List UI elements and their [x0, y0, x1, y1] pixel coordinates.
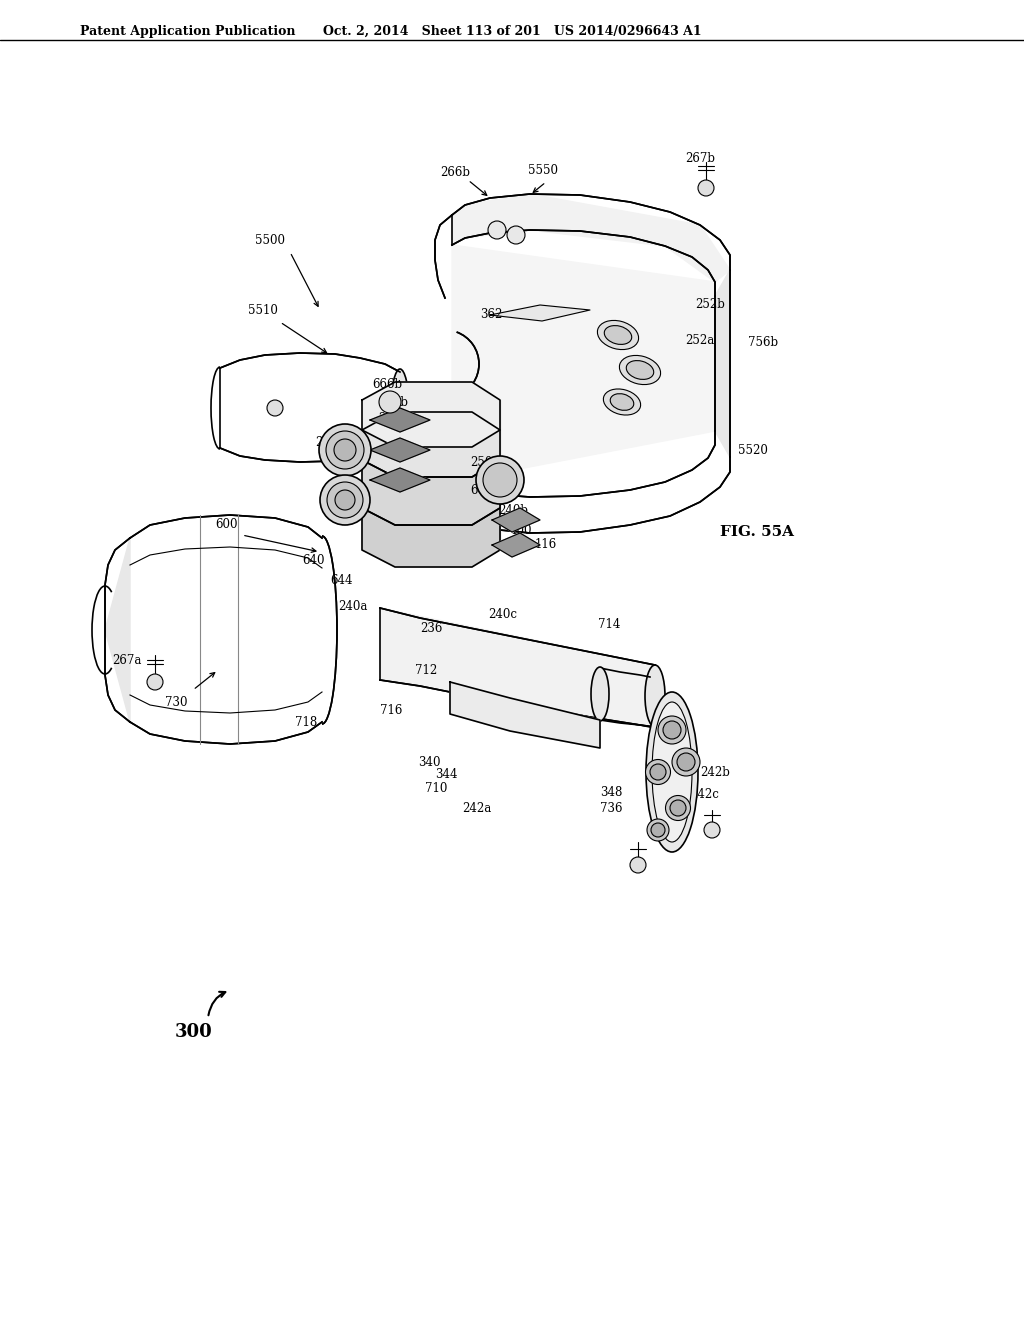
Text: Oct. 2, 2014   Sheet 113 of 201   US 2014/0296643 A1: Oct. 2, 2014 Sheet 113 of 201 US 2014/02… [323, 25, 701, 38]
Ellipse shape [698, 180, 714, 195]
Text: 300: 300 [175, 1023, 213, 1041]
Ellipse shape [267, 400, 283, 416]
Text: 730: 730 [165, 696, 187, 709]
Text: 5510: 5510 [248, 304, 278, 317]
Ellipse shape [663, 721, 681, 739]
Ellipse shape [483, 463, 517, 498]
Text: 256b: 256b [378, 412, 408, 425]
Text: 5520: 5520 [738, 444, 768, 457]
Ellipse shape [335, 490, 355, 510]
Ellipse shape [319, 475, 370, 525]
Ellipse shape [627, 360, 653, 379]
Ellipse shape [672, 748, 700, 776]
Text: 242c: 242c [690, 788, 719, 801]
Text: 712: 712 [415, 664, 437, 676]
Ellipse shape [610, 393, 634, 411]
Ellipse shape [652, 702, 692, 842]
Text: 736: 736 [600, 801, 623, 814]
Text: 346: 346 [658, 779, 681, 792]
Ellipse shape [670, 800, 686, 816]
Polygon shape [362, 459, 500, 525]
Polygon shape [452, 194, 730, 282]
Polygon shape [370, 438, 430, 462]
Text: 666b: 666b [372, 379, 402, 392]
Ellipse shape [334, 440, 356, 461]
Text: 756b: 756b [748, 335, 778, 348]
Ellipse shape [379, 391, 401, 413]
Ellipse shape [604, 326, 632, 345]
Polygon shape [362, 412, 500, 477]
Polygon shape [450, 682, 600, 748]
Polygon shape [452, 246, 715, 482]
Ellipse shape [647, 818, 669, 841]
Ellipse shape [603, 389, 641, 414]
Text: 362: 362 [480, 309, 503, 322]
Ellipse shape [591, 667, 609, 721]
Ellipse shape [620, 355, 660, 384]
Polygon shape [715, 271, 730, 457]
Text: 640: 640 [302, 553, 325, 566]
Text: 240b: 240b [498, 503, 528, 516]
Text: 348: 348 [600, 785, 623, 799]
Text: FIG. 55A: FIG. 55A [720, 525, 794, 539]
Text: 664: 664 [470, 483, 493, 496]
Text: 242a: 242a [462, 801, 492, 814]
Ellipse shape [651, 822, 665, 837]
Ellipse shape [645, 759, 671, 784]
Text: 252b: 252b [695, 298, 725, 312]
Ellipse shape [650, 764, 666, 780]
Polygon shape [362, 381, 500, 447]
Ellipse shape [507, 226, 525, 244]
Text: 600: 600 [215, 519, 238, 532]
Polygon shape [492, 533, 540, 557]
Polygon shape [370, 469, 430, 492]
Text: 116: 116 [535, 539, 557, 552]
Ellipse shape [705, 822, 720, 838]
Ellipse shape [645, 665, 665, 727]
Text: Patent Application Publication: Patent Application Publication [80, 25, 296, 38]
Text: 267b: 267b [685, 152, 715, 165]
Text: 5500: 5500 [255, 234, 285, 247]
Ellipse shape [630, 857, 646, 873]
Text: 252a: 252a [685, 334, 715, 346]
Text: 267a: 267a [112, 653, 141, 667]
Text: 714: 714 [598, 619, 621, 631]
Text: 236: 236 [420, 622, 442, 635]
Polygon shape [380, 609, 655, 727]
Ellipse shape [658, 715, 686, 744]
Ellipse shape [677, 752, 695, 771]
Ellipse shape [391, 370, 409, 447]
Text: 710: 710 [425, 781, 447, 795]
Text: 250a: 250a [470, 455, 500, 469]
Text: 266b: 266b [440, 165, 470, 178]
Text: 340: 340 [418, 755, 440, 768]
Polygon shape [490, 305, 590, 321]
Ellipse shape [476, 455, 524, 504]
Text: 400: 400 [510, 524, 532, 536]
Ellipse shape [319, 424, 371, 477]
Text: 240c: 240c [488, 607, 517, 620]
Text: 250b: 250b [378, 396, 408, 408]
Ellipse shape [646, 692, 698, 851]
Ellipse shape [597, 321, 639, 350]
Ellipse shape [147, 675, 163, 690]
Text: 718: 718 [295, 715, 317, 729]
Text: 242b: 242b [700, 766, 730, 779]
Ellipse shape [327, 482, 362, 517]
Ellipse shape [326, 432, 364, 469]
Text: 644: 644 [330, 573, 352, 586]
Polygon shape [492, 508, 540, 532]
Polygon shape [370, 408, 430, 432]
Text: 716: 716 [380, 704, 402, 717]
Text: 240a: 240a [338, 599, 368, 612]
Ellipse shape [488, 220, 506, 239]
Ellipse shape [666, 796, 690, 821]
Text: 5550: 5550 [528, 164, 558, 177]
Polygon shape [362, 508, 500, 568]
Text: 220b: 220b [315, 436, 345, 449]
Text: 344: 344 [435, 768, 458, 781]
Polygon shape [105, 539, 130, 722]
